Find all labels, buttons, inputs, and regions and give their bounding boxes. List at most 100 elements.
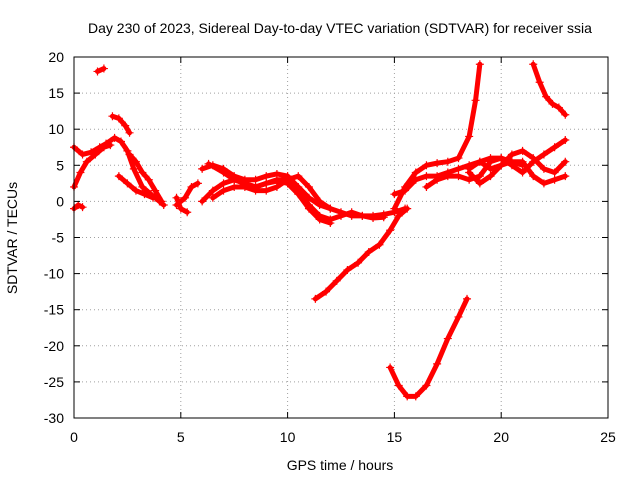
data-series bbox=[465, 146, 570, 177]
data-point bbox=[123, 179, 132, 188]
data-point bbox=[208, 186, 217, 195]
data-point bbox=[108, 112, 117, 121]
data-point bbox=[198, 164, 207, 173]
data-point bbox=[433, 175, 442, 184]
data-point bbox=[294, 172, 303, 181]
series-trace bbox=[387, 296, 470, 399]
x-tick-label: 0 bbox=[70, 429, 78, 445]
data-point bbox=[157, 197, 166, 206]
data-series bbox=[422, 136, 570, 191]
data-point bbox=[364, 247, 373, 256]
x-tick-label: 25 bbox=[600, 429, 616, 445]
axes: 0 5 10 15 20 25 -30 -25 -20 -15 -10 -5 0 5 10 15 20 bbox=[44, 49, 616, 445]
data-point bbox=[230, 175, 239, 184]
data-point bbox=[138, 168, 147, 177]
data-layer bbox=[70, 60, 570, 401]
data-point bbox=[554, 103, 563, 112]
data-point bbox=[332, 276, 341, 285]
data-point bbox=[535, 78, 544, 87]
grid bbox=[74, 57, 608, 418]
data-point bbox=[518, 168, 527, 177]
x-tick-label: 5 bbox=[177, 429, 185, 445]
data-point bbox=[386, 226, 395, 235]
x-axis-label: GPS time / hours bbox=[287, 457, 394, 473]
data-point bbox=[486, 172, 495, 181]
data-point bbox=[550, 143, 559, 152]
data-point bbox=[343, 265, 352, 274]
data-point bbox=[358, 211, 367, 220]
data-point bbox=[78, 203, 87, 212]
data-point bbox=[149, 193, 158, 202]
data-point bbox=[219, 179, 228, 188]
data-point bbox=[518, 157, 527, 166]
data-point bbox=[454, 154, 463, 163]
data-point bbox=[475, 157, 484, 166]
data-point bbox=[315, 215, 324, 224]
data-point bbox=[518, 146, 527, 155]
y-tick-label: -15 bbox=[44, 302, 64, 318]
data-point bbox=[411, 175, 420, 184]
data-point bbox=[433, 359, 442, 368]
data-point bbox=[422, 161, 431, 170]
data-point bbox=[486, 157, 495, 166]
data-point bbox=[390, 204, 399, 213]
data-point bbox=[230, 182, 239, 191]
data-point bbox=[497, 161, 506, 170]
y-tick-label: -10 bbox=[44, 266, 64, 282]
data-point bbox=[99, 143, 108, 152]
data-point bbox=[475, 179, 484, 188]
y-tick-label: -5 bbox=[52, 230, 65, 246]
data-point bbox=[337, 211, 345, 220]
data-point bbox=[539, 150, 548, 159]
data-point bbox=[262, 186, 271, 195]
data-point bbox=[219, 168, 228, 177]
data-point bbox=[294, 190, 303, 199]
data-series bbox=[70, 141, 115, 191]
data-point bbox=[422, 182, 431, 191]
x-tick-label: 20 bbox=[493, 429, 509, 445]
data-point bbox=[311, 294, 320, 303]
y-tick-label: -20 bbox=[44, 338, 64, 354]
data-point bbox=[561, 110, 570, 119]
series-trace bbox=[466, 159, 568, 186]
data-point bbox=[561, 172, 570, 181]
data-point bbox=[82, 157, 91, 166]
data-point bbox=[454, 164, 463, 173]
data-point bbox=[304, 182, 313, 191]
data-point bbox=[561, 157, 570, 166]
data-point bbox=[507, 157, 516, 166]
data-point bbox=[529, 172, 538, 181]
data-point bbox=[422, 172, 431, 181]
data-point bbox=[375, 240, 384, 249]
data-point bbox=[181, 193, 190, 202]
data-series bbox=[198, 175, 335, 228]
data-point bbox=[78, 150, 87, 159]
data-series bbox=[529, 60, 570, 119]
y-tick-label: 20 bbox=[48, 49, 64, 65]
series-trace bbox=[530, 61, 568, 118]
data-point bbox=[542, 92, 551, 101]
data-point bbox=[539, 179, 548, 188]
data-series bbox=[386, 294, 472, 401]
data-point bbox=[497, 154, 506, 163]
data-point bbox=[443, 172, 452, 181]
data-point bbox=[121, 121, 130, 130]
data-series bbox=[311, 204, 412, 303]
data-point bbox=[548, 99, 557, 108]
data-point bbox=[283, 179, 292, 188]
y-tick-label: 5 bbox=[56, 157, 64, 173]
series-trace bbox=[466, 148, 568, 176]
data-point bbox=[529, 154, 538, 163]
data-point bbox=[251, 182, 260, 191]
y-tick-label: -30 bbox=[44, 410, 64, 426]
data-point bbox=[129, 164, 138, 173]
data-point bbox=[550, 175, 559, 184]
data-point bbox=[433, 159, 442, 168]
data-point bbox=[172, 193, 181, 202]
data-point bbox=[550, 168, 559, 177]
data-point bbox=[99, 64, 108, 73]
data-point bbox=[131, 157, 140, 166]
data-point bbox=[183, 208, 192, 217]
data-point bbox=[114, 172, 123, 181]
data-series bbox=[172, 179, 202, 210]
